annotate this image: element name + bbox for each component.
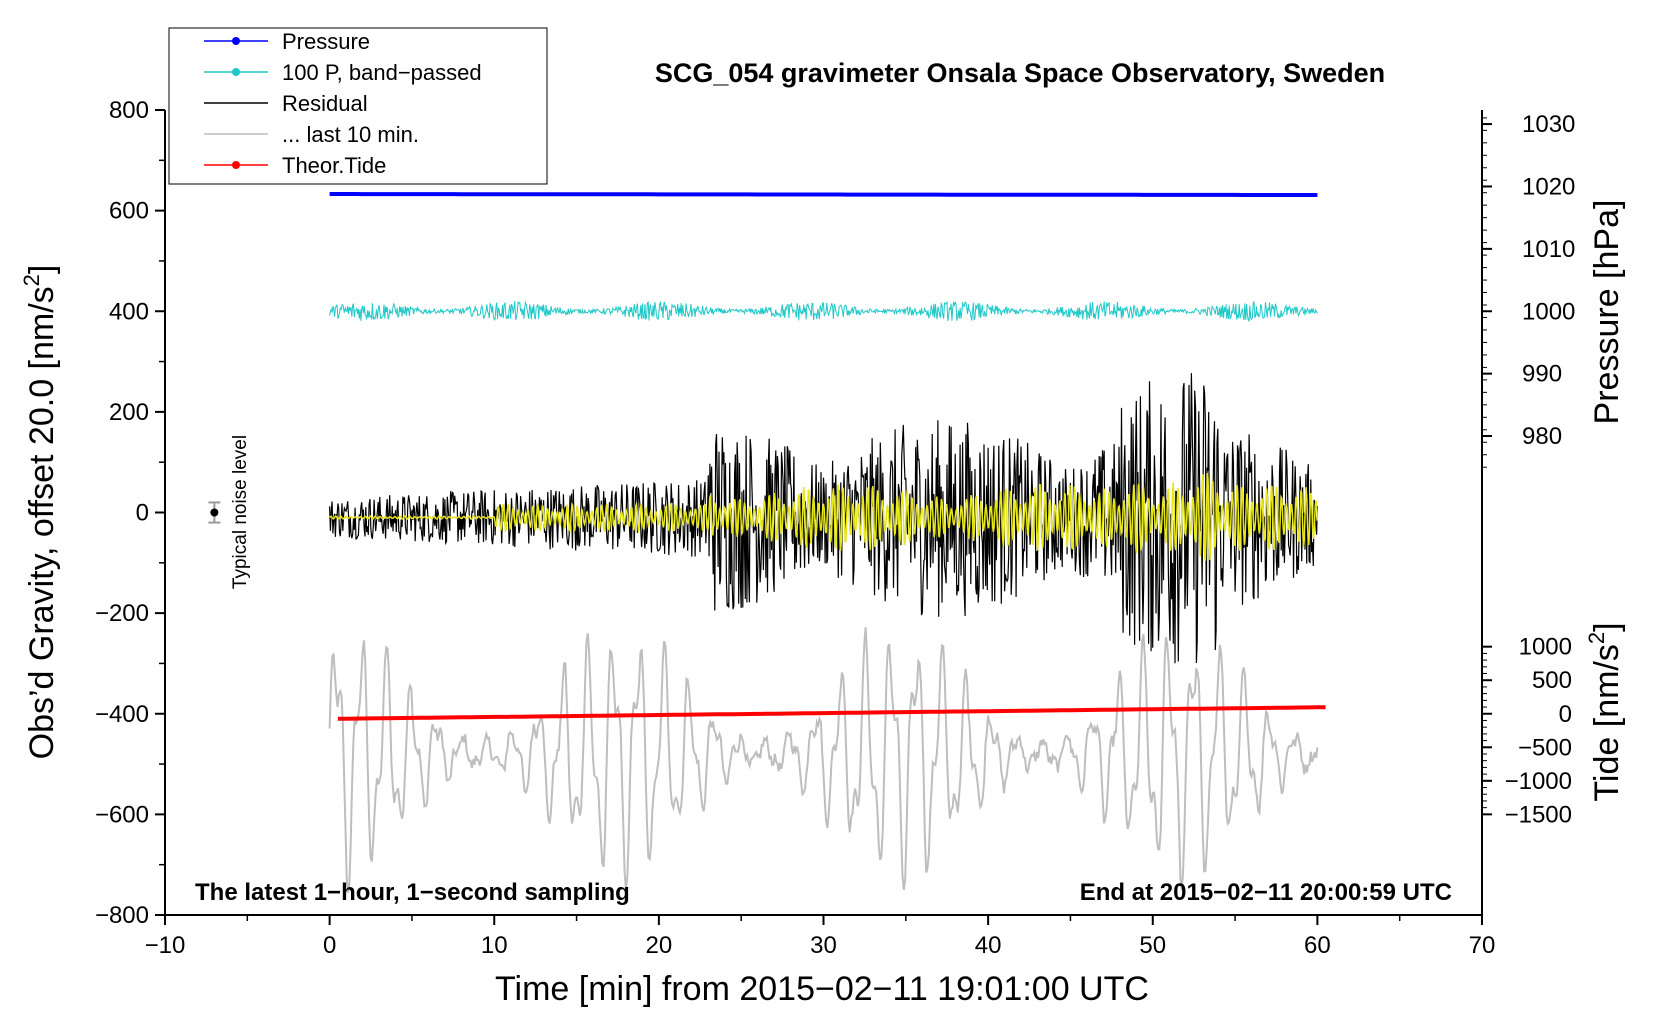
- y-pressure-tick-label: 1000: [1522, 298, 1575, 325]
- x-tick-label: 70: [1469, 932, 1496, 959]
- series-layer: [328, 192, 1326, 893]
- chart-title: SCG_054 gravimeter Onsala Space Observat…: [655, 58, 1385, 88]
- y-axis-tide-title: Tide [nm/s2]: [1584, 622, 1626, 801]
- x-tick-label: 20: [646, 932, 673, 959]
- y-pressure-tick-label: 1030: [1522, 111, 1575, 138]
- x-tick-label: 60: [1304, 932, 1331, 959]
- x-axis-title: Time [min] from 2015−02−11 19:01:00 UTC: [495, 970, 1149, 1008]
- y-tide-tick-label: −1000: [1505, 768, 1572, 795]
- legend-items: Pressure 100 P, band−passed Residual ... la…: [204, 29, 482, 178]
- y-pressure-tick-label: 990: [1522, 361, 1562, 388]
- y-axis-left-title: Obs’d Gravity, offset 20.0 [nm/s2]: [19, 265, 61, 760]
- x-tick-label: 30: [810, 932, 837, 959]
- noise-dot: [210, 508, 219, 517]
- series-theoretical-tide: [337, 705, 1326, 721]
- y-pressure-tick-label: 980: [1522, 423, 1562, 450]
- y-tide-tick-label: 1000: [1519, 634, 1572, 661]
- noise-level-marker: [208, 501, 221, 524]
- y-tide-tick-label: 500: [1532, 667, 1572, 694]
- y-left-tick-label: −600: [95, 801, 149, 828]
- y-tide-tick-label: −1500: [1505, 801, 1572, 828]
- y-pressure-tick-label: 1010: [1522, 236, 1575, 263]
- note-right: End at 2015−02−11 20:00:59 UTC: [1080, 879, 1452, 906]
- noise-label: Typical noise level: [230, 435, 251, 589]
- y-axis-tide-title-close: ]: [1588, 622, 1626, 631]
- axis-ticks: [155, 109, 1492, 925]
- legend-label: Residual: [282, 91, 368, 116]
- y-left-tick-label: 800: [109, 97, 149, 124]
- series-last-10-min: [328, 627, 1319, 893]
- y-left-tick-label: 0: [136, 500, 149, 527]
- x-tick-label: 50: [1139, 932, 1166, 959]
- legend: Pressure 100 P, band−passed Residual ... la…: [168, 27, 548, 185]
- x-tick-label: 10: [481, 932, 508, 959]
- y-axis-left-title-main: Obs’d Gravity, offset 20.0 [nm/s: [23, 286, 61, 759]
- y-axis-left-title-close: ]: [23, 265, 61, 274]
- tick-labels: −10 0 10 20 30 40 50 60 70−800−600−400−200020040…: [95, 97, 1575, 959]
- y-pressure-tick-label: 1020: [1522, 173, 1575, 200]
- y-axis-pressure-title: Pressure [hPa]: [1588, 200, 1626, 425]
- legend-label: Theor.Tide: [282, 153, 386, 178]
- legend-marker: [232, 68, 240, 76]
- legend-label: ... last 10 min.: [282, 122, 419, 147]
- series-pressure: [329, 192, 1318, 197]
- legend-label: Pressure: [282, 29, 370, 54]
- legend-marker: [232, 37, 240, 45]
- x-tick-label: 0: [323, 932, 336, 959]
- note-left: The latest 1−hour, 1−second sampling: [195, 879, 630, 906]
- y-left-tick-label: 400: [109, 298, 149, 325]
- y-tide-tick-label: −500: [1518, 734, 1572, 761]
- y-left-tick-label: −400: [95, 701, 149, 728]
- y-left-tick-label: −200: [95, 600, 149, 627]
- y-left-tick-label: 600: [109, 198, 149, 225]
- x-tick-label: −10: [145, 932, 186, 959]
- legend-label: 100 P, band−passed: [282, 60, 482, 85]
- series-band-passed-pressure: [329, 300, 1318, 323]
- y-axis-left-title-sup: 2: [19, 274, 44, 286]
- series-smoothed: [329, 473, 1319, 561]
- series-residual: [329, 373, 1318, 664]
- y-tide-tick-label: 0: [1559, 701, 1572, 728]
- y-left-tick-label: 200: [109, 399, 149, 426]
- y-axis-tide-title-sup: 2: [1584, 632, 1609, 644]
- x-tick-label: 40: [975, 932, 1002, 959]
- legend-marker: [232, 161, 240, 169]
- y-axis-tide-title-main: Tide [nm/s: [1588, 644, 1626, 801]
- legend-box: [168, 27, 548, 185]
- y-left-tick-label: −800: [95, 902, 149, 929]
